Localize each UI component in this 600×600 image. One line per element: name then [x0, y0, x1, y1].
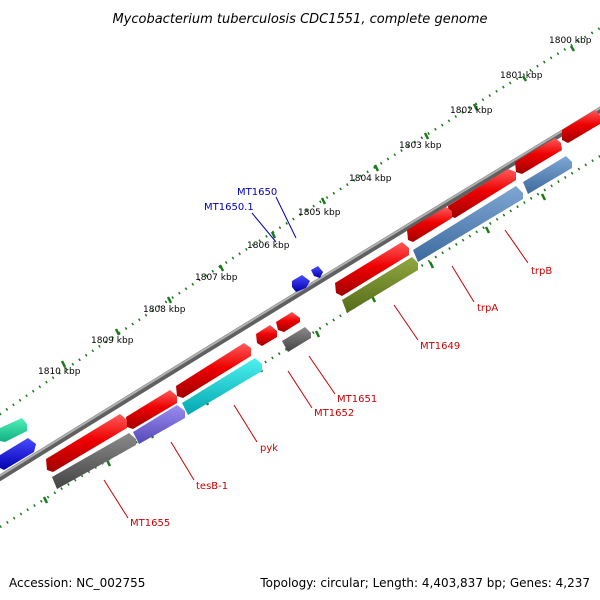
gene-pyk	[182, 358, 262, 415]
inner-genes	[52, 156, 572, 489]
kbp-label: 1801 kbp	[500, 71, 543, 81]
small-blue-genes	[292, 266, 323, 292]
forward-genes	[46, 110, 600, 472]
gene-MT1651	[282, 327, 311, 352]
gene-red	[335, 242, 409, 296]
gene-MT1655	[52, 433, 136, 489]
gene-red-small	[276, 312, 300, 332]
genome-backbone-highlight	[0, 106, 600, 477]
gene-label-mt1655: MT1655	[130, 518, 170, 529]
scale-dots-outer	[0, 26, 600, 416]
gene-label-mt1650: MT1650	[237, 187, 277, 198]
kbp-label: 1810 kbp	[38, 367, 81, 377]
gene-red	[562, 110, 600, 143]
gene-red	[448, 169, 516, 218]
kbp-labels: 1800 kbp 1801 kbp 1802 kbp 1803 kbp 1804…	[38, 36, 592, 377]
gene-label-tesb-1: tesB-1	[196, 481, 228, 492]
gene-label-mt1650-1: MT1650.1	[204, 202, 254, 213]
kbp-label: 1808 kbp	[143, 305, 186, 315]
gene-MT1650	[311, 266, 323, 278]
kbp-label: 1800 kbp	[549, 36, 592, 46]
accession-text: Accession: NC_002755	[9, 576, 145, 590]
gene-trpB	[523, 156, 572, 194]
gene-red	[515, 138, 562, 174]
edge-genes	[0, 418, 36, 470]
kbp-label: 1803 kbp	[399, 141, 442, 151]
gene-tesB-1	[133, 405, 185, 444]
kbp-label: 1807 kbp	[195, 273, 238, 283]
gene-red	[176, 343, 251, 398]
gene-red	[126, 390, 177, 429]
gene-label-mt1652: MT1652	[314, 408, 354, 419]
gene-red-small	[256, 325, 277, 346]
gene-teal	[0, 418, 27, 442]
gene-blue	[0, 438, 36, 470]
kbp-label: 1809 kbp	[91, 336, 134, 346]
major-ticks	[42, 45, 576, 504]
red-leaders	[103, 229, 529, 519]
gene-label-mt1651: MT1651	[337, 394, 377, 405]
kbp-label: 1806 kbp	[247, 241, 290, 251]
genome-backbone	[0, 106, 600, 482]
gene-red	[46, 414, 127, 472]
kbp-label: 1805 kbp	[298, 208, 341, 218]
gene-label-pyk: pyk	[260, 443, 278, 454]
blue-leaders	[251, 196, 297, 243]
gene-red	[407, 207, 452, 242]
gene-labels: MT1650 MT1650.1 trpB trpA MT1649 MT1651 …	[130, 187, 552, 529]
kbp-label: 1802 kbp	[450, 106, 493, 116]
map-title: Mycobacterium tuberculosis CDC1551, comp…	[112, 12, 487, 27]
kbp-label: 1804 kbp	[349, 174, 392, 184]
scale-track	[0, 26, 600, 529]
gene-label-trpa: trpA	[477, 303, 498, 314]
gene-label-trpb: trpB	[531, 266, 552, 277]
gene-MT1649	[342, 257, 418, 313]
gene-MT1650.1	[292, 275, 310, 292]
gene-label-mt1649: MT1649	[420, 341, 460, 352]
gene-trpA	[413, 186, 523, 262]
topology-text: Topology: circular; Length: 4,403,837 bp…	[259, 576, 590, 590]
